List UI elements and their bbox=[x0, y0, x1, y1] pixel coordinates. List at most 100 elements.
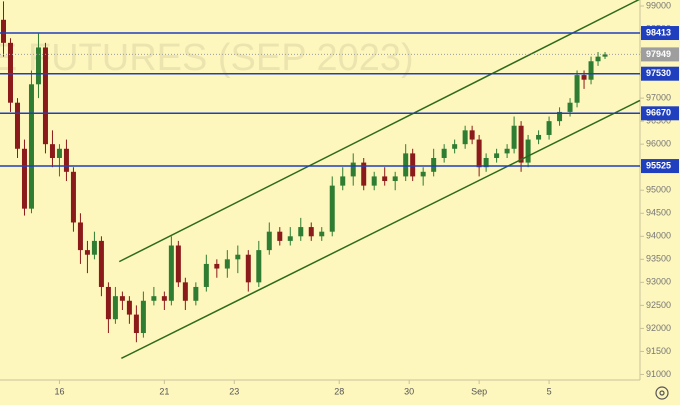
candle-body bbox=[70, 171, 76, 223]
candle-body bbox=[126, 300, 132, 315]
candle-body bbox=[536, 134, 542, 140]
candle-body bbox=[151, 296, 157, 301]
candle-body bbox=[511, 125, 517, 149]
candle-body bbox=[546, 121, 552, 135]
candle-body bbox=[168, 245, 174, 301]
candle-body bbox=[63, 148, 69, 172]
candle-body bbox=[581, 75, 587, 80]
candle-body bbox=[340, 176, 346, 186]
candle-body bbox=[175, 245, 181, 283]
candle-body bbox=[277, 231, 283, 241]
candle-body bbox=[392, 176, 398, 182]
level-box bbox=[641, 26, 679, 41]
candle-body bbox=[441, 148, 447, 158]
level-label: 97530 bbox=[646, 68, 671, 78]
x-tick-label: 23 bbox=[229, 386, 239, 396]
level-box bbox=[641, 66, 679, 81]
candle-body bbox=[574, 75, 580, 103]
candle-body bbox=[361, 162, 367, 186]
candle-body bbox=[256, 250, 262, 283]
candle-body bbox=[382, 176, 388, 182]
candle-body bbox=[35, 47, 41, 85]
y-tick-label: 95000 bbox=[646, 185, 671, 195]
candle-body bbox=[567, 102, 573, 112]
x-tick-label: 16 bbox=[54, 386, 64, 396]
candle-body bbox=[371, 176, 377, 186]
y-tick-label: 96000 bbox=[646, 139, 671, 149]
candle-body bbox=[105, 286, 111, 320]
channel-line bbox=[118, 0, 640, 263]
candle-body bbox=[420, 171, 426, 177]
channel-line bbox=[121, 99, 641, 360]
candle-body bbox=[0, 19, 6, 43]
candle-body bbox=[469, 130, 475, 140]
candle-body bbox=[483, 157, 489, 168]
candle-body bbox=[56, 148, 62, 158]
y-tick-label: 96500 bbox=[646, 116, 671, 126]
y-tick-label: 92000 bbox=[646, 323, 671, 333]
y-tick-label: 94000 bbox=[646, 231, 671, 241]
candle-body bbox=[518, 125, 524, 163]
candle-body bbox=[462, 130, 468, 145]
x-tick-label: 28 bbox=[334, 386, 344, 396]
candle-body bbox=[14, 102, 20, 149]
candle-body bbox=[525, 139, 531, 163]
candle-body bbox=[214, 263, 220, 269]
candle-body bbox=[476, 139, 482, 168]
level-label: 98413 bbox=[646, 27, 671, 37]
last-price-label: 97949 bbox=[646, 49, 671, 59]
candle-body bbox=[319, 231, 325, 237]
settings-icon[interactable] bbox=[655, 386, 669, 400]
candle-body bbox=[193, 286, 199, 301]
candle-body bbox=[7, 42, 13, 103]
candle-body bbox=[119, 296, 125, 301]
y-tick-label: 92500 bbox=[646, 300, 671, 310]
y-tick-label: 91500 bbox=[646, 346, 671, 356]
candle-body bbox=[602, 54, 608, 57]
candle-body bbox=[203, 263, 209, 287]
candle-body bbox=[504, 148, 510, 154]
candle-body bbox=[308, 227, 314, 237]
candle-body bbox=[98, 240, 104, 287]
candle-body bbox=[77, 222, 83, 251]
candle-body bbox=[224, 259, 230, 269]
candle-body bbox=[49, 144, 55, 158]
candle-body bbox=[403, 153, 409, 177]
candle-body bbox=[133, 314, 139, 334]
candle-body bbox=[287, 236, 293, 241]
candle-body bbox=[235, 254, 241, 260]
candle-body bbox=[112, 296, 118, 320]
y-tick-label: 93000 bbox=[646, 277, 671, 287]
candle-body bbox=[350, 162, 356, 177]
last-price-box bbox=[641, 47, 679, 62]
watermark: E FUTURES (SEP 2023) bbox=[0, 37, 414, 79]
candle-body bbox=[595, 56, 601, 62]
x-tick-label: 30 bbox=[404, 386, 414, 396]
x-tick-label: 21 bbox=[159, 386, 169, 396]
y-tick-label: 91000 bbox=[646, 369, 671, 379]
candle-body bbox=[84, 250, 90, 255]
x-tick-label: 5 bbox=[547, 386, 552, 396]
level-label: 95525 bbox=[646, 160, 671, 170]
candle-body bbox=[182, 282, 188, 301]
candle-body bbox=[28, 84, 34, 209]
candle-body bbox=[91, 240, 97, 255]
x-tick-label: Sep bbox=[471, 386, 487, 396]
candle-body bbox=[410, 153, 416, 177]
y-tick-label: 94500 bbox=[646, 208, 671, 218]
candle-body bbox=[245, 254, 251, 283]
y-tick-label: 97000 bbox=[646, 92, 671, 102]
candle-body bbox=[329, 185, 335, 232]
level-box bbox=[641, 159, 679, 174]
candle-body bbox=[161, 296, 167, 301]
candle-body bbox=[21, 148, 27, 209]
y-tick-label: 93500 bbox=[646, 254, 671, 264]
candle-body bbox=[494, 153, 500, 158]
level-box bbox=[641, 106, 679, 121]
level-label: 96670 bbox=[646, 108, 671, 118]
candle-body bbox=[140, 300, 146, 334]
y-tick-label: 99000 bbox=[646, 0, 671, 10]
candle-body bbox=[298, 227, 304, 237]
